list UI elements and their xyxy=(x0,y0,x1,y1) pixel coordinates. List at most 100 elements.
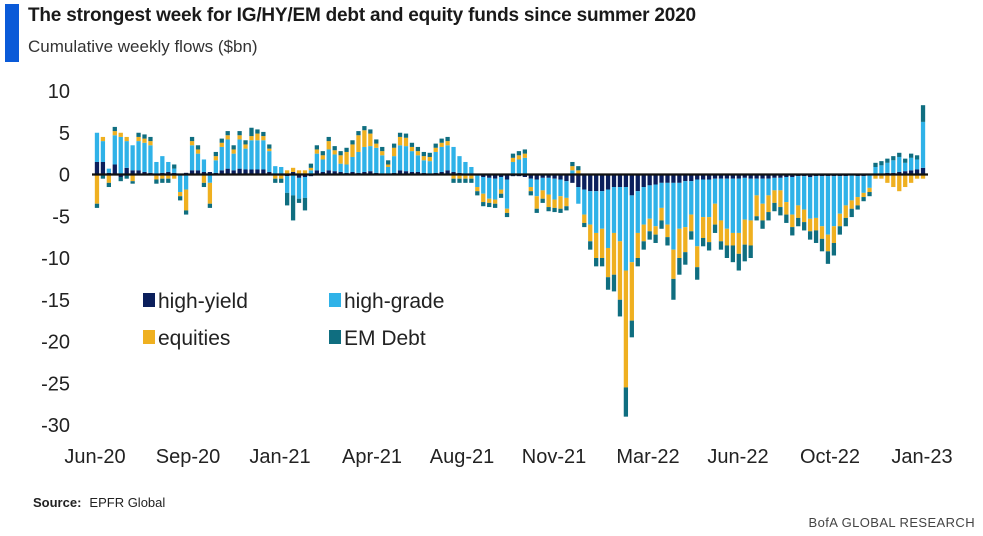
bar-high-grade-127 xyxy=(849,175,854,201)
bar-high-grade-20 xyxy=(213,160,218,173)
bar-high-grade-98 xyxy=(677,182,682,229)
bar-high-grade-32 xyxy=(285,176,290,193)
bar-em-debt-129 xyxy=(861,197,866,202)
bar-high-yield-3 xyxy=(112,164,117,175)
bar-em-debt-125 xyxy=(837,226,842,235)
bar-high-yield-80 xyxy=(570,174,575,183)
bar-em-debt-70 xyxy=(510,153,516,158)
bar-high-grade-75 xyxy=(540,177,545,191)
y-tick-label: -25 xyxy=(41,373,70,395)
bar-equities-50 xyxy=(391,147,397,157)
bar-high-grade-49 xyxy=(386,166,391,174)
bar-high-yield-33 xyxy=(290,172,296,175)
bar-equities-56 xyxy=(427,156,432,162)
bar-equities-60 xyxy=(451,174,456,179)
bar-high-grade-1 xyxy=(100,141,106,162)
bar-equities-101 xyxy=(695,246,700,268)
bar-em-debt-5 xyxy=(124,174,129,179)
bar-em-debt-67 xyxy=(493,203,498,208)
bar-high-grade-48 xyxy=(380,155,385,174)
bar-high-grade-81 xyxy=(576,187,581,204)
bar-em-debt-135 xyxy=(897,152,902,157)
bar-high-yield-26 xyxy=(249,169,254,175)
bar-high-yield-54 xyxy=(415,172,421,175)
bar-high-grade-0 xyxy=(94,132,100,162)
bar-equities-77 xyxy=(552,199,557,208)
bar-equities-21 xyxy=(219,142,224,147)
bar-high-yield-45 xyxy=(362,172,367,175)
bar-em-debt-138 xyxy=(914,155,920,160)
source-label: Source: xyxy=(33,495,82,510)
bar-equities-92 xyxy=(641,224,646,242)
bar-high-yield-43 xyxy=(350,172,355,175)
bar-high-yield-19 xyxy=(207,172,213,175)
bar-equities-119 xyxy=(802,209,807,223)
bar-equities-95 xyxy=(659,207,664,221)
bar-high-yield-86 xyxy=(605,174,611,190)
bar-high-grade-2 xyxy=(106,168,111,173)
bar-em-debt-80 xyxy=(570,161,575,167)
bar-high-grade-134 xyxy=(891,160,896,173)
bar-equities-41 xyxy=(338,155,343,164)
bar-em-debt-48 xyxy=(380,146,385,152)
x-tick-label: Jan-21 xyxy=(249,446,310,468)
bar-equities-121 xyxy=(813,217,819,231)
chart-title: The strongest week for IG/HY/EM debt and… xyxy=(28,5,696,26)
bar-high-yield-104 xyxy=(712,174,718,179)
bar-high-grade-7 xyxy=(136,141,141,171)
bar-equities-126 xyxy=(843,205,848,218)
bar-high-grade-135 xyxy=(897,156,902,172)
bar-high-yield-22 xyxy=(225,168,230,175)
bar-equities-120 xyxy=(807,218,813,232)
bar-high-yield-24 xyxy=(237,168,242,175)
bar-high-grade-122 xyxy=(819,176,825,227)
bar-high-grade-6 xyxy=(130,145,135,171)
bar-high-grade-80 xyxy=(570,170,575,175)
bar-high-yield-68 xyxy=(498,174,504,177)
bar-em-debt-110 xyxy=(748,245,753,258)
bar-high-yield-39 xyxy=(326,170,331,175)
bar-em-debt-102 xyxy=(701,237,706,247)
bar-high-grade-4 xyxy=(118,136,123,175)
bar-high-yield-90 xyxy=(629,174,634,196)
bar-em-debt-18 xyxy=(201,182,207,188)
bar-equities-38 xyxy=(320,155,325,160)
bar-em-debt-4 xyxy=(118,177,123,182)
bar-high-yield-76 xyxy=(546,174,551,178)
bar-high-yield-136 xyxy=(903,171,908,175)
legend-swatch-em-debt xyxy=(329,330,341,344)
bar-high-grade-136 xyxy=(903,162,908,172)
bar-high-grade-113 xyxy=(766,178,771,196)
bar-equities-45 xyxy=(362,130,367,147)
bar-em-debt-8 xyxy=(142,134,147,139)
bar-equities-23 xyxy=(231,149,236,154)
bar-high-grade-45 xyxy=(362,146,367,172)
bar-em-debt-16 xyxy=(189,136,195,142)
bar-em-debt-24 xyxy=(237,131,242,136)
bar-equities-61 xyxy=(457,174,462,179)
bar-high-yield-85 xyxy=(599,174,605,192)
bar-em-debt-95 xyxy=(659,220,664,229)
bar-high-grade-121 xyxy=(813,176,819,218)
bar-high-grade-84 xyxy=(594,191,599,233)
bar-high-yield-8 xyxy=(142,172,147,175)
bar-high-yield-72 xyxy=(522,174,527,177)
bar-high-grade-123 xyxy=(825,176,831,235)
bar-em-debt-133 xyxy=(885,158,890,163)
bar-high-grade-58 xyxy=(439,146,444,172)
bar-high-grade-124 xyxy=(831,176,837,227)
bar-em-debt-69 xyxy=(504,212,510,218)
bar-equities-72 xyxy=(522,153,527,158)
bar-equities-88 xyxy=(617,241,623,300)
bar-high-grade-108 xyxy=(736,178,741,233)
bar-equities-20 xyxy=(213,156,218,161)
bar-high-yield-96 xyxy=(665,174,670,183)
bar-em-debt-68 xyxy=(498,193,504,198)
bar-em-debt-118 xyxy=(796,217,801,227)
bar-equities-137 xyxy=(909,174,914,183)
bar-em-debt-15 xyxy=(183,210,189,215)
bar-em-debt-109 xyxy=(742,244,747,262)
bar-equities-6 xyxy=(130,174,135,182)
bar-em-debt-86 xyxy=(605,277,611,290)
bar-em-debt-62 xyxy=(463,178,468,183)
